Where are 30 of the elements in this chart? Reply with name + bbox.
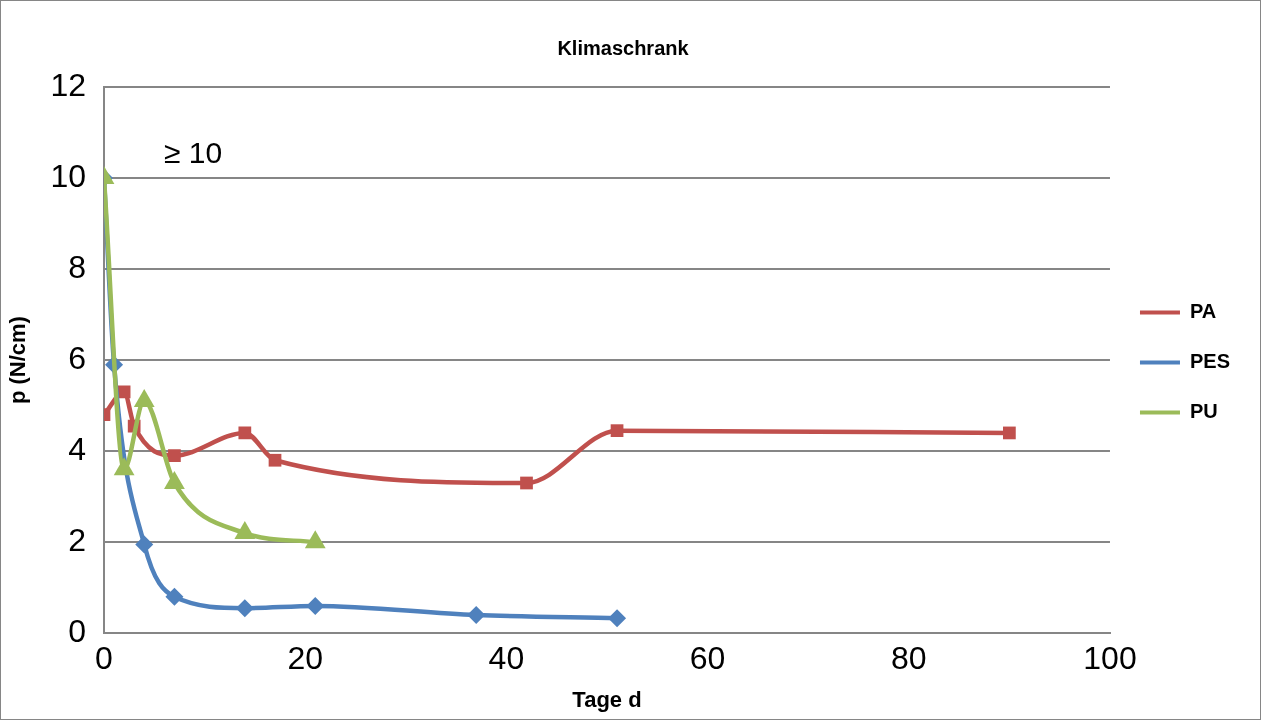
- point: [135, 535, 154, 554]
- x-tick-label: 20: [287, 640, 323, 677]
- y-tick-label: 6: [68, 339, 86, 376]
- legend-label: PU: [1189, 400, 1218, 423]
- point: [1003, 426, 1016, 440]
- point: [235, 599, 254, 618]
- point: [238, 426, 252, 440]
- point: [610, 424, 624, 438]
- y-tick-label: 12: [50, 66, 86, 103]
- legend-label: PES: [1189, 350, 1231, 373]
- x-tick-label: 100: [1083, 640, 1137, 677]
- chart-title: Klimaschrank: [557, 36, 690, 59]
- y-tick-label: 0: [68, 613, 86, 650]
- y-tick-label: 4: [68, 430, 86, 467]
- point: [268, 453, 282, 467]
- x-tick-label: 80: [890, 640, 927, 677]
- x-tick-label: 60: [689, 640, 726, 677]
- legend-label: PA: [1189, 300, 1217, 323]
- y-axis-title: p (N/cm): [5, 316, 31, 405]
- x-tick-label: 40: [488, 640, 525, 677]
- point: [608, 609, 627, 628]
- point: [168, 449, 181, 463]
- point: [520, 476, 533, 490]
- y-tick-label: 8: [68, 248, 86, 285]
- annotation: ≥ 10: [163, 136, 223, 170]
- x-tick-label: 0: [95, 640, 113, 677]
- point: [165, 587, 184, 606]
- y-tick-label: 2: [68, 521, 86, 558]
- y-tick-label: 10: [50, 157, 86, 194]
- x-axis-title: Tage d: [572, 686, 642, 712]
